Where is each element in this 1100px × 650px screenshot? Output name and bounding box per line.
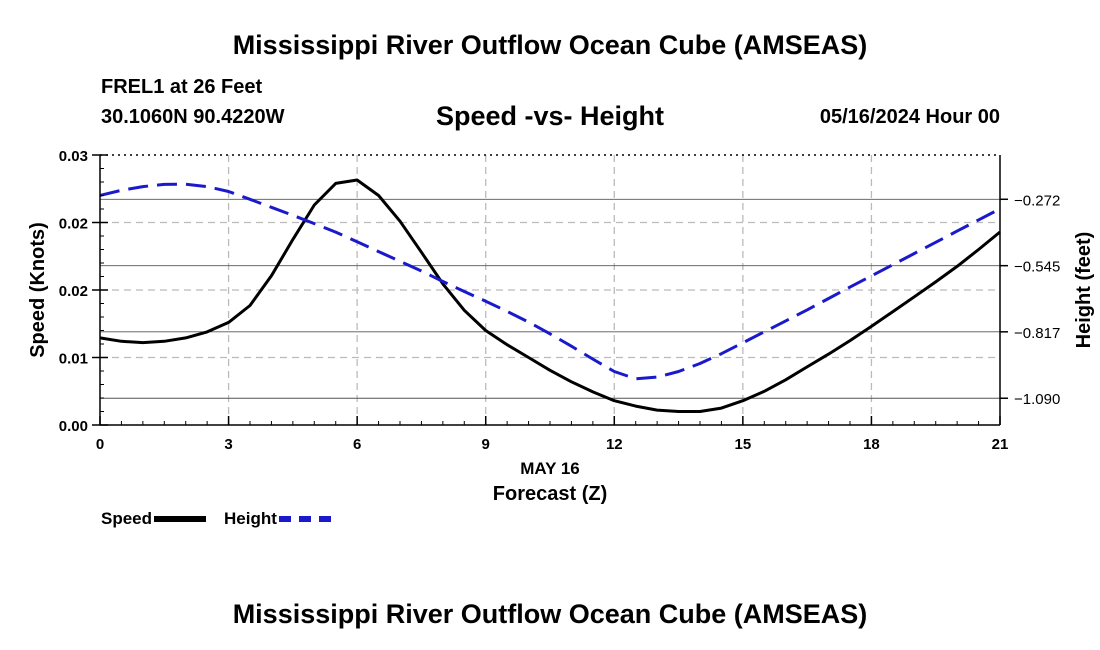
station-coordinates: 30.1060N 90.4220W <box>101 106 285 128</box>
x-axis-date-label: MAY 16 <box>520 459 580 478</box>
y2-tick-label: −0.545 <box>1014 259 1060 276</box>
y-tick-label: 0.02 <box>59 283 88 300</box>
y-tick-label: 0.01 <box>59 351 88 368</box>
height-reference-lines <box>100 198 1000 399</box>
x-axis-title: Forecast (Z) <box>493 483 607 505</box>
y-tick-label: 0.03 <box>59 148 88 165</box>
main-title: Mississippi River Outflow Ocean Cube (AM… <box>232 30 868 60</box>
x-tick-label: 12 <box>606 436 623 453</box>
axis-labels: 0 3 6 9 12 15 18 21 0.00 0.01 0.02 0.02 0.03 −0.272 −0… <box>27 148 1095 505</box>
legend: Speed Height <box>101 509 349 529</box>
footer-title: Mississippi River Outflow Ocean Cube (AM… <box>232 599 868 629</box>
legend-swatch-height <box>278 516 331 522</box>
y2-axis-title: Height (feet) <box>1073 232 1095 349</box>
x-tick-label: 21 <box>992 436 1009 453</box>
x-tick-label: 18 <box>863 436 880 453</box>
x-tick-label: 9 <box>482 436 490 453</box>
series <box>99 178 1001 413</box>
y2-tick-label: −0.817 <box>1014 325 1060 342</box>
chart-subtitle: Speed -vs- Height <box>435 101 665 131</box>
x-tick-label: 15 <box>735 436 752 453</box>
x-tick-label: 0 <box>96 436 104 453</box>
y-tick-label: 0.00 <box>59 418 88 435</box>
speed-series-line <box>99 178 1001 413</box>
y2-tick-label: −1.090 <box>1014 391 1060 408</box>
y2-tick-label: −0.272 <box>1014 192 1060 209</box>
legend-item-speed: Speed <box>101 509 207 529</box>
y-axis-title: Speed (Knots) <box>27 222 49 358</box>
height-series-line <box>99 182 1001 381</box>
legend-item-height: Height <box>224 509 331 529</box>
x-tick-label: 6 <box>353 436 361 453</box>
grid <box>100 155 1000 425</box>
y-tick-label: 0.02 <box>59 216 88 233</box>
plot-frame <box>92 154 1008 426</box>
station-label: FREL1 at 26 Feet <box>101 76 263 98</box>
legend-swatch-speed <box>154 516 207 522</box>
legend-label-height: Height <box>224 509 277 528</box>
forecast-datetime: 05/16/2024 Hour 00 <box>819 106 1000 128</box>
legend-label-speed: Speed <box>101 509 153 528</box>
x-tick-label: 3 <box>224 436 232 453</box>
